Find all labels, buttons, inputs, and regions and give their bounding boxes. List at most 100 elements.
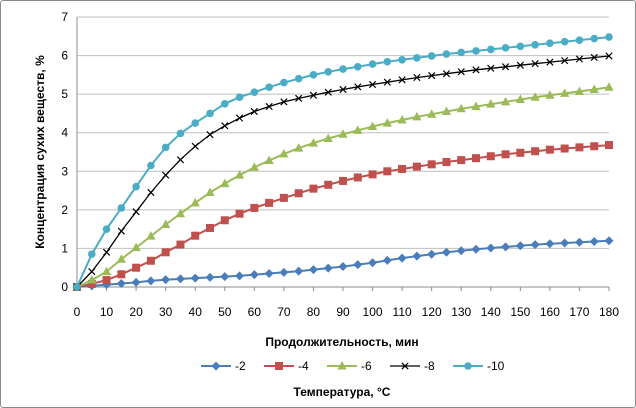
x-tick-label: 60 [248, 305, 262, 319]
data-point [175, 274, 185, 284]
data-point [190, 197, 200, 207]
x-tick-label: 170 [569, 305, 589, 319]
data-point [206, 109, 214, 118]
data-point [87, 279, 96, 288]
x-axis-title: Продолжительность, мин [265, 335, 418, 349]
data-point [279, 193, 288, 202]
data-point [397, 253, 407, 263]
data-point [206, 223, 214, 232]
data-point [472, 47, 480, 55]
data-point [412, 162, 421, 171]
data-point [560, 144, 569, 153]
legend-item: -6 [327, 359, 372, 373]
data-point [383, 57, 392, 66]
data-point [604, 236, 614, 246]
y-tick-label: 3 [61, 164, 68, 178]
data-point [501, 150, 510, 159]
data-point [176, 129, 185, 138]
data-point [131, 277, 141, 287]
series-1 [73, 141, 613, 291]
series-line [76, 36, 610, 288]
data-point [146, 276, 156, 286]
data-point [545, 239, 555, 249]
data-point [560, 37, 569, 46]
data-point [323, 133, 333, 142]
data-point [234, 170, 245, 179]
legend-label: -2 [235, 359, 246, 373]
data-point [397, 114, 407, 124]
legend-label: -8 [424, 359, 435, 373]
data-point [309, 91, 318, 99]
data-point [531, 60, 539, 68]
data-point [546, 39, 554, 48]
data-point [441, 247, 451, 257]
data-point [472, 66, 480, 74]
data-point [530, 92, 540, 101]
series-layer [72, 33, 614, 292]
legend-label: -10 [487, 359, 505, 373]
data-point [398, 76, 406, 84]
data-point [442, 158, 451, 167]
data-point [324, 88, 332, 96]
data-point [101, 266, 112, 276]
data-point [457, 156, 466, 165]
data-point [590, 53, 598, 62]
data-point [605, 52, 613, 60]
data-point [486, 99, 496, 108]
legend-item: -4 [264, 359, 309, 373]
legend-label: -6 [361, 359, 372, 373]
data-point [501, 242, 511, 252]
legend-swatch-marker [464, 362, 472, 370]
x-tick-label: 110 [393, 305, 412, 319]
data-point [427, 249, 437, 259]
data-point [191, 231, 200, 240]
data-point [515, 241, 525, 251]
data-point [515, 94, 525, 104]
data-point [501, 63, 510, 71]
data-point [235, 209, 244, 218]
x-tick-label: 10 [100, 305, 114, 319]
data-point [398, 164, 407, 173]
y-tick-label: 4 [61, 126, 68, 140]
x-tick-label: 40 [189, 305, 203, 319]
y-tick-label: 5 [61, 87, 68, 101]
data-point [428, 72, 436, 80]
data-point [561, 56, 569, 65]
data-point [516, 61, 524, 69]
data-point [486, 243, 496, 253]
data-point [368, 170, 377, 179]
data-point [132, 263, 141, 272]
x-tick-label: 130 [451, 305, 471, 319]
x-tick-label: 150 [510, 305, 530, 319]
data-point [265, 83, 273, 91]
data-point [368, 60, 377, 68]
data-point [383, 167, 392, 176]
legend-swatch-marker [337, 361, 347, 370]
data-point [87, 250, 96, 259]
data-point [323, 263, 333, 273]
data-point [590, 34, 599, 43]
data-point [501, 44, 510, 52]
legend-item: -2 [201, 359, 246, 373]
data-point [516, 148, 525, 157]
data-point [220, 272, 230, 282]
data-point [235, 93, 244, 102]
data-point [530, 240, 540, 250]
y-axis-title: Концентрация сухих веществ, % [33, 55, 47, 249]
x-tick-label: 140 [481, 305, 501, 319]
data-point [294, 266, 304, 276]
data-point [116, 254, 126, 263]
x-tick-label: 90 [336, 305, 350, 319]
data-point [294, 74, 303, 83]
data-point [457, 48, 466, 57]
data-point [324, 67, 333, 76]
data-point [280, 78, 288, 87]
data-point [176, 240, 185, 249]
data-point [575, 143, 584, 152]
data-point [162, 171, 170, 179]
data-point [117, 204, 126, 212]
data-point [220, 216, 229, 225]
x-tick-label: 70 [277, 305, 291, 319]
data-point [249, 162, 259, 171]
data-point [353, 125, 363, 134]
